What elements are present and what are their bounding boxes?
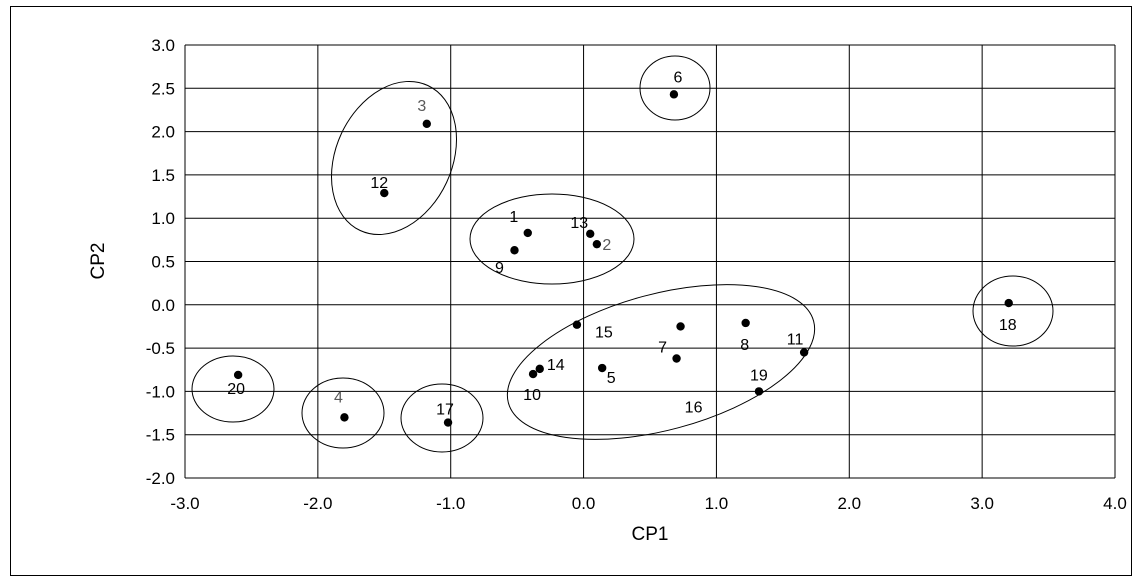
point-label: 19 <box>750 367 768 384</box>
cluster-ellipse <box>331 80 457 236</box>
x-axis-title: CP1 <box>632 524 669 545</box>
point-label: 8 <box>740 337 749 354</box>
data-point <box>523 228 532 238</box>
y-tick-label: 1.5 <box>151 166 175 185</box>
point-label: 2 <box>602 237 611 254</box>
data-point <box>233 370 243 380</box>
y-tick-label: 0.5 <box>151 253 175 272</box>
y-tick-label: 2.0 <box>151 123 175 142</box>
cluster-ellipse <box>301 377 385 449</box>
cluster-ellipse <box>639 55 711 121</box>
point-label: 1 <box>509 209 518 226</box>
data-point <box>676 322 685 331</box>
chart-frame <box>10 6 1132 576</box>
point-label: 12 <box>370 175 388 192</box>
point-label: 9 <box>495 260 504 277</box>
data-point <box>340 413 349 422</box>
x-tick-label: 3.0 <box>970 494 994 513</box>
point-label: 3 <box>417 98 426 115</box>
point-label: 18 <box>999 317 1017 334</box>
point-label: 11 <box>787 331 804 348</box>
cluster-ellipses <box>191 55 1054 453</box>
point-label: 10 <box>523 387 541 404</box>
data-point <box>528 369 538 379</box>
x-tick-label: 2.0 <box>837 494 861 513</box>
y-tick-label: 0.0 <box>151 296 175 315</box>
data-point <box>592 239 602 249</box>
point-label: 16 <box>685 399 703 416</box>
cluster-ellipse <box>400 383 484 453</box>
point-label: 5 <box>607 370 616 387</box>
data-point <box>510 246 519 255</box>
x-tick-label: 1.0 <box>705 494 729 513</box>
point-label: 17 <box>436 402 454 419</box>
x-tick-label: -1.0 <box>436 494 465 513</box>
y-tick-label: 2.5 <box>151 79 175 98</box>
x-tick-label: -2.0 <box>303 494 332 513</box>
point-label: 20 <box>227 381 245 398</box>
data-point <box>586 229 595 238</box>
y-tick-label: -0.5 <box>146 339 175 358</box>
point-label: 14 <box>547 357 565 374</box>
cluster-ellipse <box>972 275 1054 347</box>
cluster-ellipse <box>506 284 816 440</box>
data-point <box>380 188 389 198</box>
point-label: 6 <box>673 69 682 86</box>
data-point <box>572 320 582 329</box>
point-label: 4 <box>334 389 343 406</box>
data-point <box>741 318 750 328</box>
point-label: 7 <box>658 339 667 356</box>
tick-labels: -3.0 -2.0 -1.0 0.0 1.0 2.0 3.0 4.0 3.0 2.5 2.0 1.5 1… <box>146 36 1127 513</box>
x-tick-label: -3.0 <box>170 494 199 513</box>
cluster-ellipse <box>469 193 635 285</box>
y-tick-label: -1.5 <box>146 426 175 445</box>
data-point <box>422 119 431 129</box>
cluster-ellipse <box>191 355 275 423</box>
y-tick-label: -2.0 <box>146 469 175 488</box>
point-label: 15 <box>595 325 613 342</box>
x-tick-label: 0.0 <box>572 494 596 513</box>
y-axis-title: CP2 <box>88 243 109 280</box>
data-point <box>597 363 607 373</box>
data-point <box>754 387 764 396</box>
x-tick-label: 4.0 <box>1103 494 1127 513</box>
data-point <box>799 348 809 357</box>
data-point <box>1004 298 1013 308</box>
data-point <box>669 90 679 99</box>
y-tick-label: 1.0 <box>151 209 175 228</box>
y-tick-label: -1.0 <box>146 382 175 401</box>
point-label: 13 <box>570 215 588 232</box>
data-point <box>535 364 544 374</box>
data-points <box>233 90 1013 427</box>
data-point <box>672 354 681 363</box>
data-point <box>443 418 453 427</box>
y-tick-label: 3.0 <box>151 36 175 55</box>
